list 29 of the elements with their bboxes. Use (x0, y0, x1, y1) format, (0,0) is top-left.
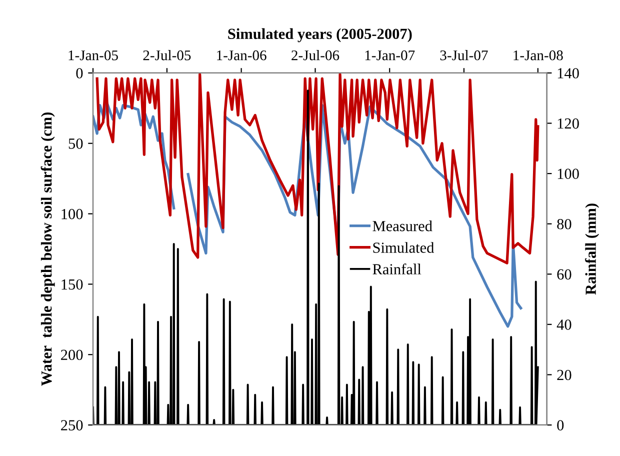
legend-label: Rainfall (372, 264, 422, 274)
y2-tick-label: 0 (557, 420, 564, 430)
y-tick-label: 150 (62, 279, 83, 290)
y-tick-label: 0 (76, 68, 83, 78)
y-axis-title: Water table depth below soil surface (cm) (40, 112, 55, 386)
y2-tick-label: 80 (557, 218, 572, 230)
x-tick-label: 1-Jan-06 (217, 50, 266, 60)
x-tick-label: 1-Jan-08 (514, 50, 563, 60)
y2-tick-label: 140 (558, 68, 579, 78)
y-tick-label: 250 (61, 420, 83, 430)
x-tick-label: 2-Jul-06 (292, 50, 340, 60)
x-tick-label: 2-Jul-05 (143, 50, 191, 60)
y2-axis-title: Rainfall (mm) (585, 204, 600, 295)
y2-tick-label: 60 (557, 269, 572, 280)
legend-label: Measured (372, 220, 432, 232)
y-tick-label: 100 (62, 208, 83, 220)
y2-tick-label: 20 (557, 370, 572, 380)
y2-tick-label: 100 (558, 168, 579, 179)
y2-tick-label: 40 (556, 320, 572, 330)
y-tick-label: 200 (61, 350, 83, 360)
x-tick-label: 1-Jan-05 (68, 50, 118, 60)
legend-label: Simulated (373, 242, 434, 253)
line-series (93, 90, 539, 425)
y2-tick-label: 120 (558, 118, 579, 129)
x-tick-label: 3-Jul-07 (440, 50, 488, 60)
line-series (96, 73, 540, 264)
y-tick-label: 50 (68, 138, 83, 149)
x-axis-title: Simulated years (2005-2007) (228, 28, 412, 42)
x-tick-label: 1-Jan-07 (365, 50, 415, 60)
